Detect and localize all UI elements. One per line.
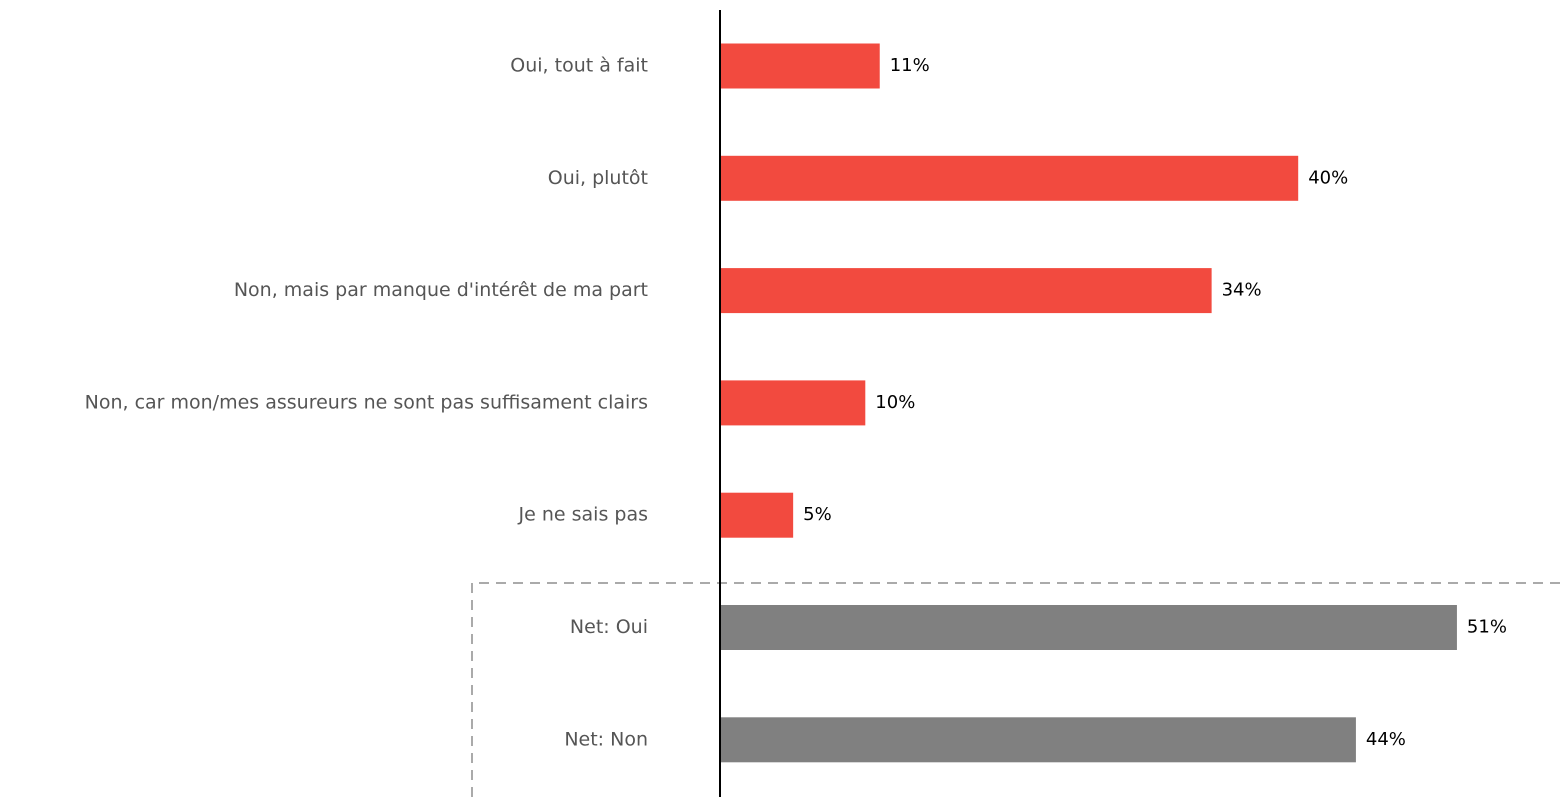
value-label: 44% — [1366, 729, 1406, 750]
value-label: 10% — [875, 392, 915, 413]
bar — [721, 605, 1457, 650]
bar — [721, 155, 1299, 201]
bar — [721, 43, 880, 89]
bar — [721, 268, 1212, 314]
net-box — [471, 582, 1566, 797]
bar — [721, 717, 1356, 763]
value-label: 34% — [1222, 280, 1262, 301]
category-label: Oui, tout à fait — [510, 55, 648, 77]
category-label: Net: Oui — [570, 616, 648, 638]
value-label: 40% — [1308, 167, 1348, 188]
value-label: 11% — [890, 55, 930, 76]
bar — [721, 380, 866, 426]
category-label: Non, car mon/mes assureurs ne sont pas s… — [85, 391, 648, 413]
category-label: Oui, plutôt — [548, 167, 648, 189]
value-label: 5% — [803, 504, 832, 525]
category-label: Je ne sais pas — [518, 504, 648, 526]
value-label: 51% — [1467, 617, 1507, 638]
category-label: Net: Non — [564, 728, 648, 750]
bar — [721, 492, 794, 538]
category-label: Non, mais par manque d'intérêt de ma par… — [234, 279, 648, 301]
